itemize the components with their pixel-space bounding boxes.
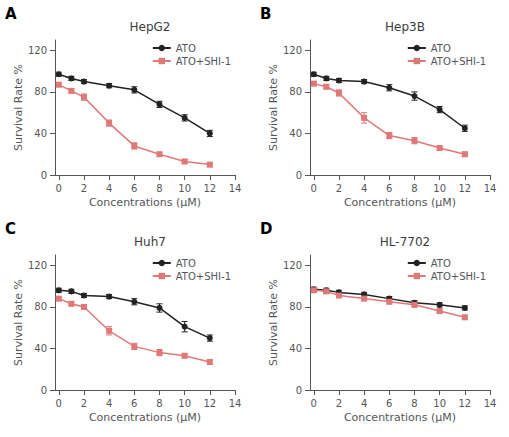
svg-text:8: 8 <box>156 183 162 194</box>
svg-text:6: 6 <box>386 183 392 194</box>
svg-text:0: 0 <box>56 183 62 194</box>
svg-text:80: 80 <box>34 86 47 97</box>
svg-text:14: 14 <box>484 398 497 409</box>
svg-text:120: 120 <box>283 260 302 271</box>
svg-text:HL-7702: HL-7702 <box>380 235 430 249</box>
svg-text:120: 120 <box>28 45 47 56</box>
svg-text:0: 0 <box>311 183 317 194</box>
svg-text:ATO: ATO <box>431 43 451 54</box>
svg-text:12: 12 <box>203 398 216 409</box>
svg-text:40: 40 <box>34 343 47 354</box>
svg-text:Concentrations (μM): Concentrations (μM) <box>344 196 456 209</box>
svg-text:8: 8 <box>411 183 417 194</box>
svg-text:ATO+SHI-1: ATO+SHI-1 <box>176 271 231 282</box>
svg-text:40: 40 <box>289 128 302 139</box>
svg-text:80: 80 <box>34 301 47 312</box>
svg-text:Survival Rate %: Survival Rate % <box>12 64 25 151</box>
svg-text:120: 120 <box>28 260 47 271</box>
svg-text:6: 6 <box>131 398 137 409</box>
svg-text:Survival Rate %: Survival Rate % <box>267 279 280 366</box>
svg-text:D: D <box>260 220 272 238</box>
svg-text:14: 14 <box>229 183 242 194</box>
svg-text:ATO+SHI-1: ATO+SHI-1 <box>431 271 486 282</box>
svg-text:0: 0 <box>41 385 47 396</box>
svg-text:0: 0 <box>41 170 47 181</box>
svg-text:80: 80 <box>289 86 302 97</box>
svg-text:2: 2 <box>81 398 87 409</box>
svg-text:12: 12 <box>458 398 471 409</box>
svg-text:40: 40 <box>289 343 302 354</box>
svg-text:ATO: ATO <box>176 43 196 54</box>
svg-text:Concentrations (μM): Concentrations (μM) <box>89 411 201 424</box>
svg-text:4: 4 <box>361 398 367 409</box>
svg-text:6: 6 <box>131 183 137 194</box>
svg-text:2: 2 <box>336 398 342 409</box>
svg-text:ATO+SHI-1: ATO+SHI-1 <box>431 56 486 67</box>
svg-text:10: 10 <box>433 183 446 194</box>
svg-text:A: A <box>5 5 17 23</box>
svg-text:80: 80 <box>289 301 302 312</box>
svg-text:ATO: ATO <box>176 258 196 269</box>
svg-text:B: B <box>260 5 271 23</box>
svg-text:2: 2 <box>81 183 87 194</box>
svg-text:8: 8 <box>156 398 162 409</box>
svg-text:120: 120 <box>283 45 302 56</box>
svg-text:HepG2: HepG2 <box>130 20 171 34</box>
svg-text:Survival Rate %: Survival Rate % <box>267 64 280 151</box>
svg-text:4: 4 <box>361 183 367 194</box>
svg-text:Hep3B: Hep3B <box>385 20 425 34</box>
svg-text:0: 0 <box>311 398 317 409</box>
svg-text:4: 4 <box>106 398 112 409</box>
svg-text:10: 10 <box>433 398 446 409</box>
svg-text:0: 0 <box>56 398 62 409</box>
svg-text:Huh7: Huh7 <box>134 235 166 249</box>
svg-text:ATO: ATO <box>431 258 451 269</box>
svg-text:C: C <box>5 220 16 238</box>
svg-text:2: 2 <box>336 183 342 194</box>
svg-text:ATO+SHI-1: ATO+SHI-1 <box>176 56 231 67</box>
svg-text:Concentrations (μM): Concentrations (μM) <box>344 411 456 424</box>
svg-text:12: 12 <box>203 183 216 194</box>
svg-text:6: 6 <box>386 398 392 409</box>
svg-text:12: 12 <box>458 183 471 194</box>
svg-text:10: 10 <box>178 398 191 409</box>
svg-text:8: 8 <box>411 398 417 409</box>
svg-text:14: 14 <box>484 183 497 194</box>
svg-text:4: 4 <box>106 183 112 194</box>
svg-text:0: 0 <box>296 170 302 181</box>
svg-text:Survival Rate %: Survival Rate % <box>12 279 25 366</box>
svg-text:40: 40 <box>34 128 47 139</box>
svg-text:14: 14 <box>229 398 242 409</box>
svg-text:Concentrations (μM): Concentrations (μM) <box>89 196 201 209</box>
svg-text:10: 10 <box>178 183 191 194</box>
svg-text:0: 0 <box>296 385 302 396</box>
